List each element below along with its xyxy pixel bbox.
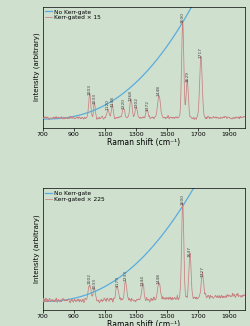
Kerr-gated × 15 xyxy=(164,117,167,121)
No Kerr-gate xyxy=(41,300,44,304)
No Kerr-gate xyxy=(194,182,198,186)
Text: 1002: 1002 xyxy=(88,274,92,284)
Legend: No Kerr-gate, Kerr-gated × 15: No Kerr-gate, Kerr-gated × 15 xyxy=(44,8,102,22)
Kerr-gated × 225 xyxy=(98,301,101,304)
Text: 1302: 1302 xyxy=(134,97,138,108)
Text: 1647: 1647 xyxy=(188,246,192,257)
X-axis label: Raman shift (cm⁻¹): Raman shift (cm⁻¹) xyxy=(107,320,180,326)
Kerr-gated × 225 xyxy=(216,295,219,299)
Kerr-gated × 225 xyxy=(41,299,44,303)
Line: No Kerr-gate: No Kerr-gate xyxy=(42,0,245,119)
Text: 1344: 1344 xyxy=(141,275,145,286)
No Kerr-gate xyxy=(158,236,162,240)
No Kerr-gate xyxy=(54,299,56,303)
No Kerr-gate xyxy=(215,142,218,146)
Kerr-gated × 15 xyxy=(54,115,57,119)
Kerr-gated × 15 xyxy=(41,116,44,120)
Text: 1220: 1220 xyxy=(122,98,126,110)
Text: 1033: 1033 xyxy=(92,278,96,289)
No Kerr-gate xyxy=(158,53,162,57)
Text: 1179: 1179 xyxy=(115,276,119,287)
Kerr-gated × 225 xyxy=(164,296,167,300)
Text: 1600: 1600 xyxy=(181,12,185,23)
Text: 1448: 1448 xyxy=(157,274,161,284)
Text: 1033: 1033 xyxy=(92,93,96,104)
Kerr-gated × 15 xyxy=(48,118,51,122)
Kerr-gated × 15 xyxy=(181,20,184,24)
Kerr-gated × 225 xyxy=(159,287,162,291)
Legend: No Kerr-gate, Kerr-gated × 225: No Kerr-gate, Kerr-gated × 225 xyxy=(44,190,106,203)
Y-axis label: Intensity (arbitrary): Intensity (arbitrary) xyxy=(33,215,40,283)
Kerr-gated × 15 xyxy=(216,116,219,120)
No Kerr-gate xyxy=(170,38,173,42)
Kerr-gated × 15 xyxy=(170,116,173,120)
Y-axis label: Intensity (arbitrary): Intensity (arbitrary) xyxy=(33,33,40,101)
X-axis label: Raman shift (cm⁻¹): Raman shift (cm⁻¹) xyxy=(107,138,180,147)
Text: 1629: 1629 xyxy=(185,71,189,82)
Kerr-gated × 225 xyxy=(54,300,56,304)
No Kerr-gate xyxy=(244,77,246,81)
Kerr-gated × 15 xyxy=(195,116,198,120)
No Kerr-gate xyxy=(41,117,44,121)
No Kerr-gate xyxy=(164,229,167,233)
Kerr-gated × 15 xyxy=(159,101,162,105)
Text: 1148: 1148 xyxy=(110,96,114,107)
Kerr-gated × 225 xyxy=(195,295,198,299)
Text: 1120: 1120 xyxy=(106,99,110,110)
Text: 1233: 1233 xyxy=(124,270,128,281)
Text: 1268: 1268 xyxy=(129,90,133,101)
No Kerr-gate xyxy=(164,47,167,51)
Kerr-gated × 225 xyxy=(170,297,173,301)
No Kerr-gate xyxy=(54,117,56,121)
Kerr-gated × 15 xyxy=(244,115,246,119)
No Kerr-gate xyxy=(170,221,173,225)
Line: Kerr-gated × 15: Kerr-gated × 15 xyxy=(42,22,245,120)
Text: 1600: 1600 xyxy=(181,194,185,205)
Line: Kerr-gated × 225: Kerr-gated × 225 xyxy=(42,203,245,303)
Kerr-gated × 225 xyxy=(244,293,246,297)
Text: 1003: 1003 xyxy=(88,84,92,95)
Text: 1717: 1717 xyxy=(199,47,203,58)
Kerr-gated × 225 xyxy=(181,201,184,205)
Line: No Kerr-gate: No Kerr-gate xyxy=(42,79,245,302)
Text: 1372: 1372 xyxy=(145,100,149,111)
Text: 1448: 1448 xyxy=(157,85,161,96)
Text: 1727: 1727 xyxy=(200,266,204,277)
